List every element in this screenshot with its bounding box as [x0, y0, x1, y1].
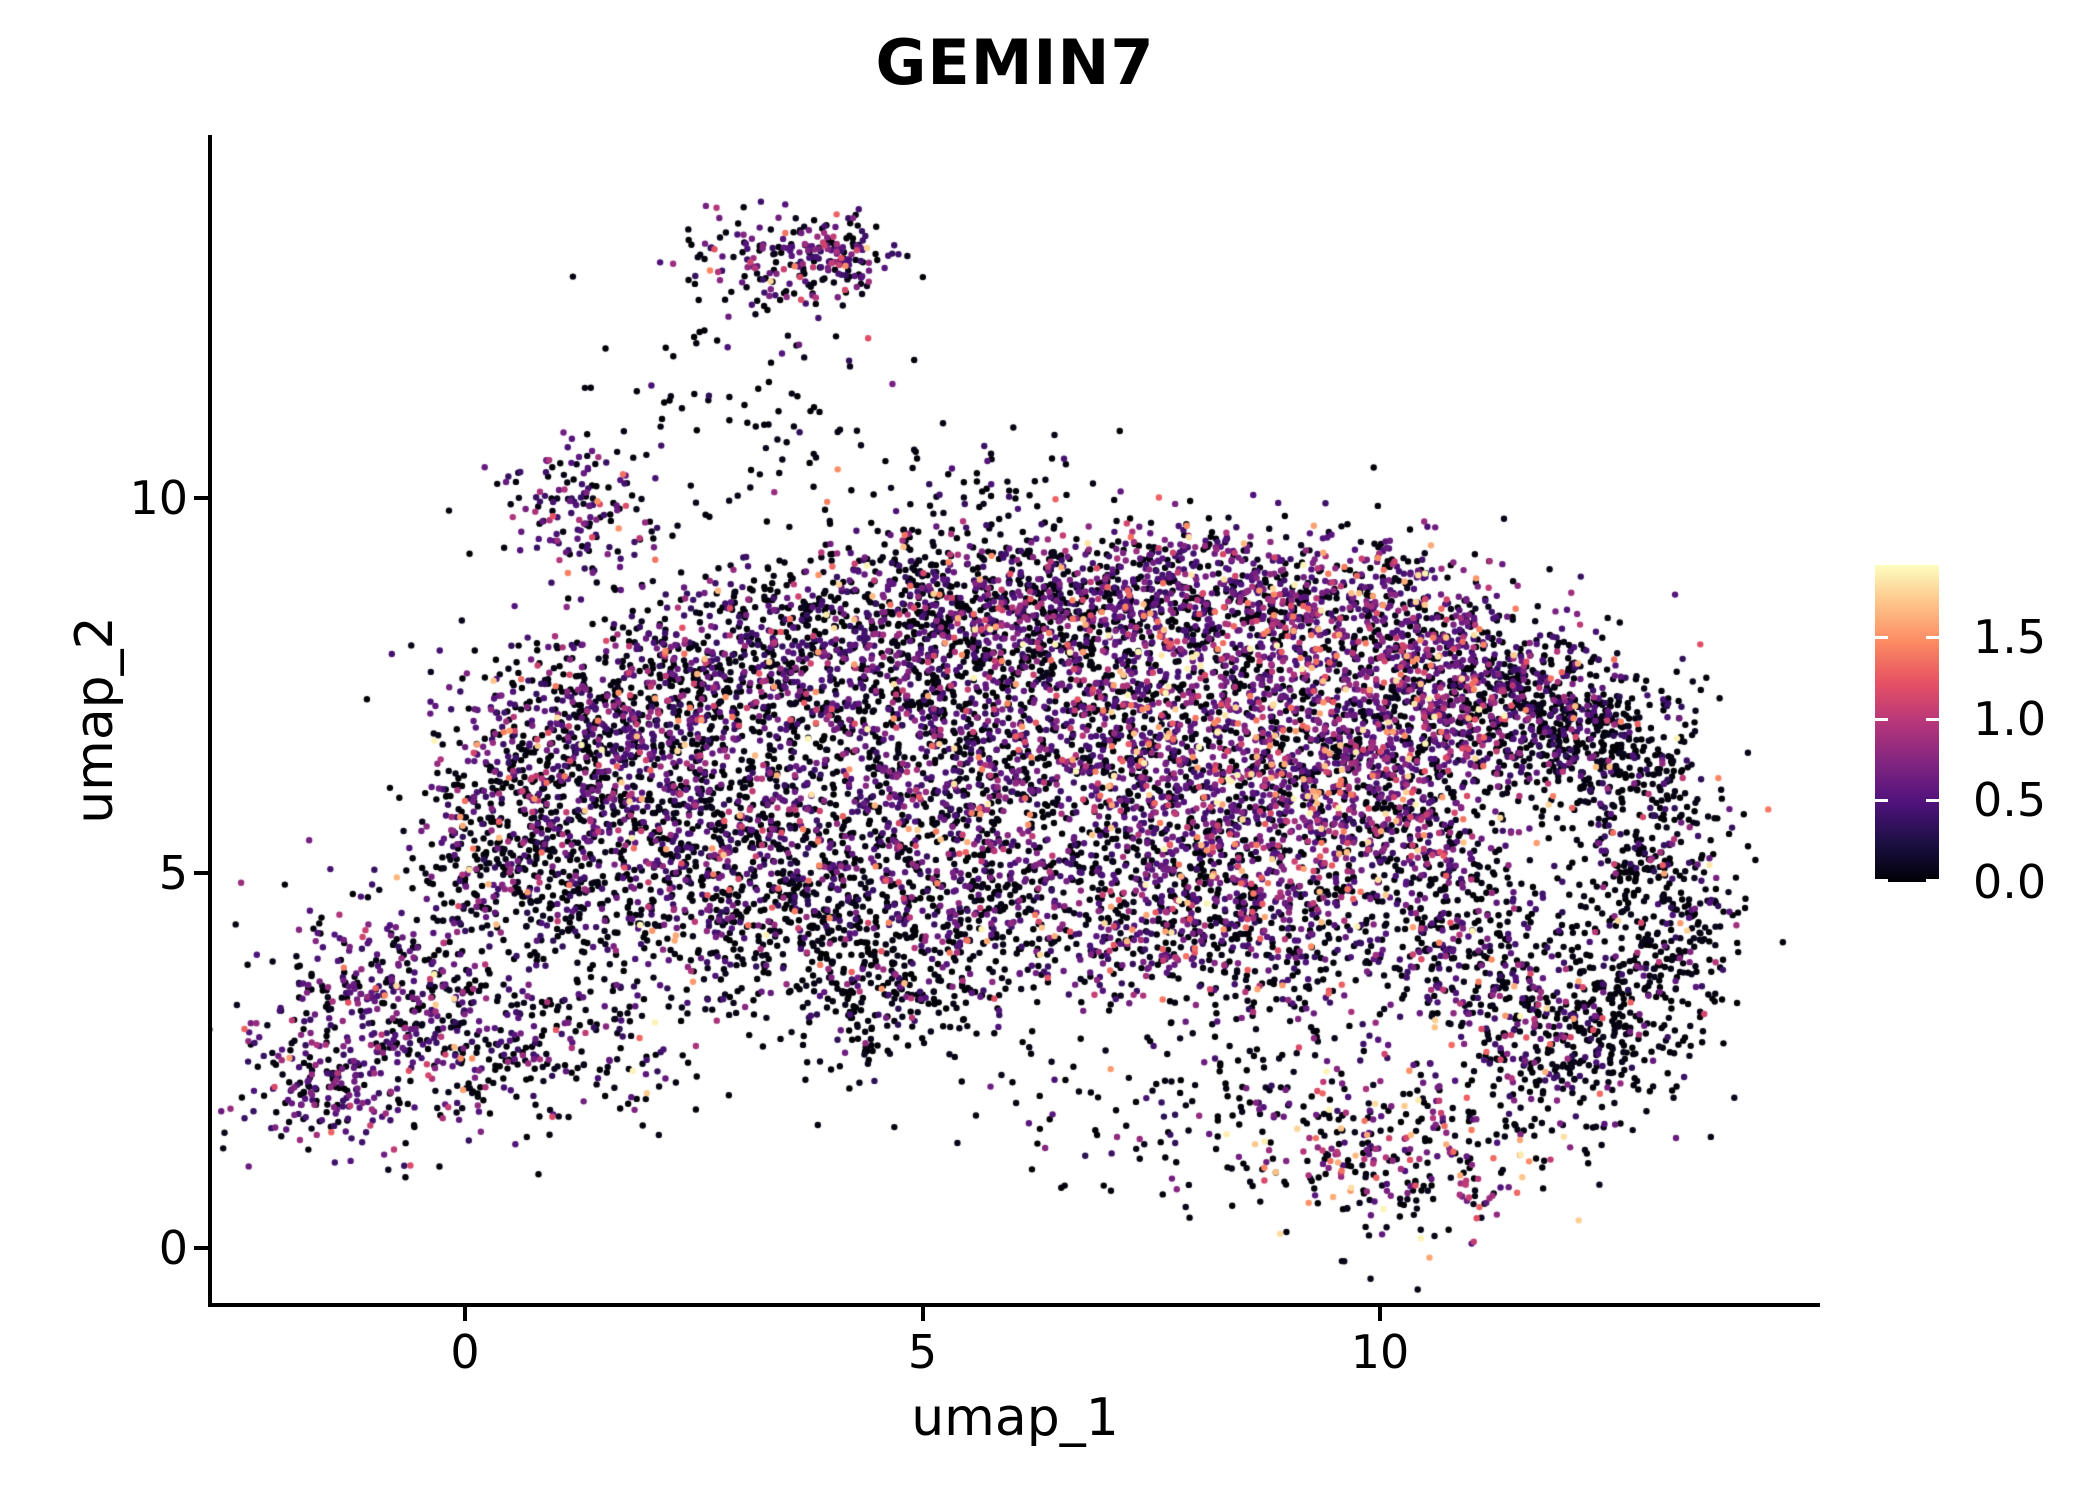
y-tick-label: 0 [158, 1221, 188, 1275]
x-tick-mark [463, 1307, 467, 1321]
x-tick-label: 10 [1350, 1325, 1410, 1379]
colorbar-tick-mark [1875, 717, 1888, 721]
x-tick-mark [1378, 1307, 1382, 1321]
y-tick-mark [194, 871, 208, 875]
y-tick-mark [194, 496, 208, 500]
colorbar-tick-mark [1926, 717, 1939, 721]
colorbar-tick-label: 0.5 [1973, 773, 2047, 828]
colorbar-tick-mark [1875, 635, 1888, 639]
x-tick-label: 0 [450, 1325, 480, 1379]
y-axis-title: umap_2 [65, 616, 125, 824]
colorbar-tick-label: 1.5 [1973, 609, 2047, 664]
y-tick-mark [194, 1246, 208, 1250]
colorbar-tick-label: 1.0 [1973, 691, 2047, 746]
colorbar-tick-mark [1926, 879, 1939, 882]
colorbar-tick-mark [1926, 799, 1939, 803]
x-axis-spine [208, 1303, 1820, 1307]
chart-title: GEMIN7 [875, 26, 1155, 99]
x-axis-title: umap_1 [911, 1388, 1119, 1448]
y-tick-label: 5 [158, 846, 188, 900]
colorbar-gradient [1875, 565, 1939, 882]
colorbar-tick-mark [1926, 635, 1939, 639]
colorbar-tick-label: 0.0 [1973, 855, 2047, 909]
y-tick-label: 10 [129, 471, 188, 525]
y-axis-spine [208, 135, 212, 1307]
x-tick-label: 5 [907, 1325, 938, 1379]
colorbar-tick-mark [1875, 799, 1888, 803]
colorbar-tick-mark [1875, 879, 1888, 882]
x-tick-mark [920, 1307, 925, 1321]
